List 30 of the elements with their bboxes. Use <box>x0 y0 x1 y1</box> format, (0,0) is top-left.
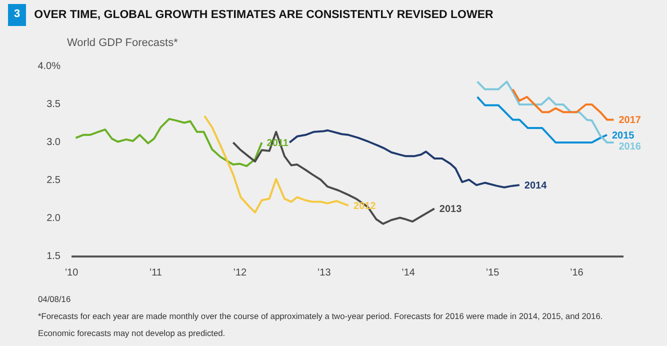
x-tick-label: ’11 <box>149 268 162 278</box>
series-label: 2016 <box>618 141 642 152</box>
line-series <box>74 118 263 168</box>
x-tick-label: ’10 <box>64 268 79 278</box>
text: 3 <box>8 4 26 26</box>
y-tick-label: 1.5 <box>46 251 61 262</box>
series-label: 2014 <box>524 180 548 192</box>
line-series <box>512 88 615 121</box>
y-tick-label: 2.0 <box>46 213 61 224</box>
series-label: 2013 <box>439 204 462 216</box>
text: *Forecasts for each year are made monthly over the course of approximately a two-year period. Forecasts for 2016 were made in 2014, 2015, and 2016. <box>38 310 603 322</box>
x-tick-label: ’13 <box>317 268 332 278</box>
x-tick-label: ’14 <box>402 268 416 278</box>
x-tick-label: ’16 <box>570 268 584 278</box>
line-series <box>204 114 350 214</box>
chart-title: OVER TIME, GLOBAL GROWTH ESTIMATES ARE CONSISTENTLY REVISED LOWER <box>34 8 494 23</box>
x-tick-label: ’15 <box>486 268 500 278</box>
y-tick-label: 4.0% <box>38 61 61 72</box>
text: 04/08/16 <box>38 293 72 305</box>
x-tick-label: ’12 <box>233 268 248 278</box>
y-axis-title: World GDP Forecasts* <box>66 36 179 51</box>
text: Economic forecasts may not develop as predicted. <box>38 327 226 339</box>
y-tick-label: 3.5 <box>46 99 61 110</box>
y-tick-label: 2.5 <box>46 175 61 186</box>
line-series <box>476 96 608 144</box>
y-tick-label: 3.0 <box>46 137 61 148</box>
series-label: 2017 <box>618 115 642 126</box>
line-series <box>232 130 436 225</box>
line-series <box>288 129 520 188</box>
series-label: 2015 <box>612 130 635 142</box>
